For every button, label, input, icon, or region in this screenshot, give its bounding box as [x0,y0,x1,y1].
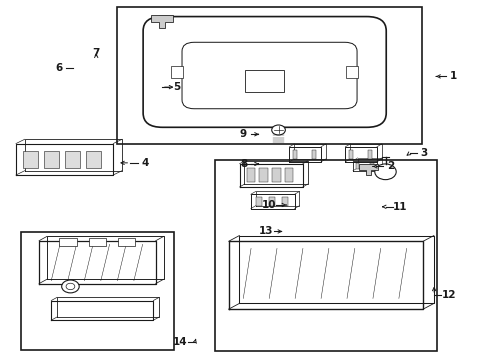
Bar [244,71,284,92]
Text: 8: 8 [240,159,246,169]
Circle shape [66,283,75,290]
Bar [311,150,316,159]
Text: 2: 2 [386,161,393,171]
Bar [271,168,280,182]
Bar [348,150,352,159]
Bar [44,150,59,168]
Circle shape [374,164,395,180]
Bar [60,238,77,246]
Bar [355,163,358,169]
Bar [346,66,357,78]
Text: 5: 5 [172,82,180,92]
Polygon shape [151,15,172,28]
Text: 13: 13 [259,226,273,237]
Bar [369,163,373,169]
Text: 6: 6 [55,63,62,73]
Bar [23,150,38,168]
Circle shape [61,280,79,293]
FancyBboxPatch shape [143,17,386,127]
Bar [88,238,106,246]
Bar [117,7,421,144]
Bar [367,150,371,159]
Bar [171,66,183,78]
Text: 11: 11 [392,202,407,212]
Bar [268,197,274,206]
Text: 9: 9 [240,129,246,139]
Bar [281,197,287,206]
Bar [86,150,101,168]
Bar [246,168,255,182]
Bar [255,197,261,206]
Circle shape [271,125,285,135]
Bar [292,150,297,159]
Bar [259,168,267,182]
Bar [284,168,293,182]
Bar [215,160,436,351]
Bar [21,232,174,350]
FancyBboxPatch shape [182,42,356,109]
Text: 12: 12 [441,290,455,300]
Text: 4: 4 [141,158,148,168]
Text: 3: 3 [420,148,427,158]
Polygon shape [359,164,377,175]
Bar [118,238,135,246]
Text: 7: 7 [92,48,100,58]
Text: 10: 10 [261,200,276,210]
Text: 14: 14 [173,337,187,347]
Text: 1: 1 [449,71,456,81]
Bar [65,150,80,168]
